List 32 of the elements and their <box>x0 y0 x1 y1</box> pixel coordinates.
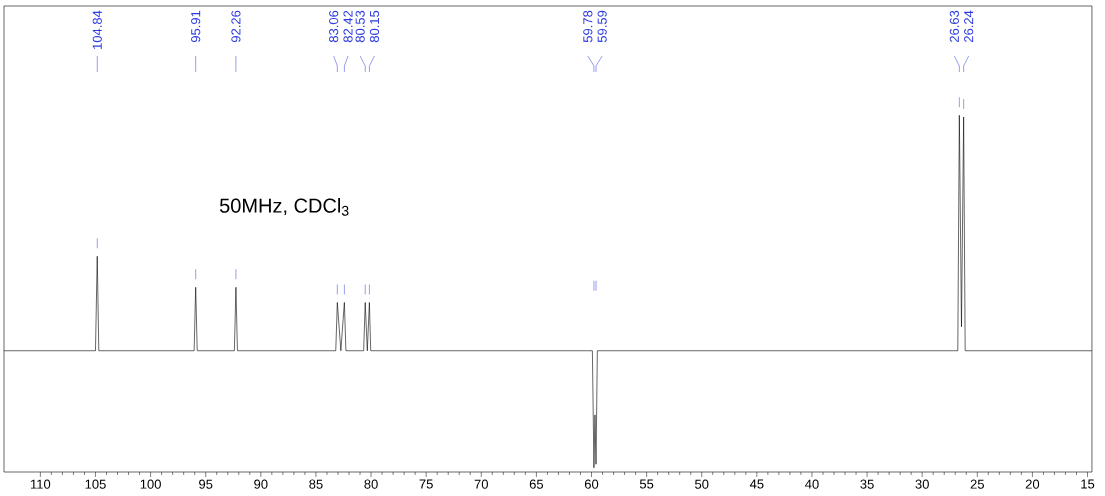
x-tick-label: 110 <box>30 479 51 489</box>
x-tick-label: 95 <box>199 479 213 489</box>
x-tick-label: 90 <box>254 479 268 489</box>
x-tick-label: 80 <box>364 479 378 489</box>
x-tick-label: 45 <box>749 479 764 489</box>
x-tick-label: 65 <box>529 479 544 489</box>
x-tick-label: 70 <box>474 479 488 489</box>
x-tick-label: 75 <box>419 479 433 489</box>
annotation: 59.78 <box>583 10 593 43</box>
x-tick-label: 55 <box>639 479 654 489</box>
x-tick-label: 15 <box>1081 479 1095 489</box>
x-tick-label: 35 <box>860 479 874 489</box>
annotation: 82.42 <box>343 10 353 43</box>
x-tick-label: 40 <box>805 479 819 489</box>
annotation: 50MHz, CDCl$_{3}$ <box>219 198 349 216</box>
x-tick-label: 100 <box>140 479 161 489</box>
annotation: 80.53 <box>355 10 365 43</box>
annotation: 92.26 <box>231 10 241 43</box>
annotation: 104.84 <box>92 10 102 49</box>
annotation: 95.91 <box>191 10 201 43</box>
x-tick-label: 105 <box>85 479 106 489</box>
annotation: 26.24 <box>964 10 974 43</box>
x-tick-label: 30 <box>915 479 929 489</box>
x-tick-label: 25 <box>970 479 984 489</box>
x-tick-label: 60 <box>584 479 599 489</box>
annotation: 80.15 <box>369 10 380 43</box>
x-tick-label: 50 <box>695 479 709 489</box>
annotation: 26.63 <box>949 10 959 43</box>
x-tick-label: 20 <box>1025 479 1040 489</box>
annotation: 83.06 <box>329 10 339 43</box>
x-tick-label: 85 <box>309 479 323 489</box>
annotation: 59.59 <box>597 10 607 43</box>
